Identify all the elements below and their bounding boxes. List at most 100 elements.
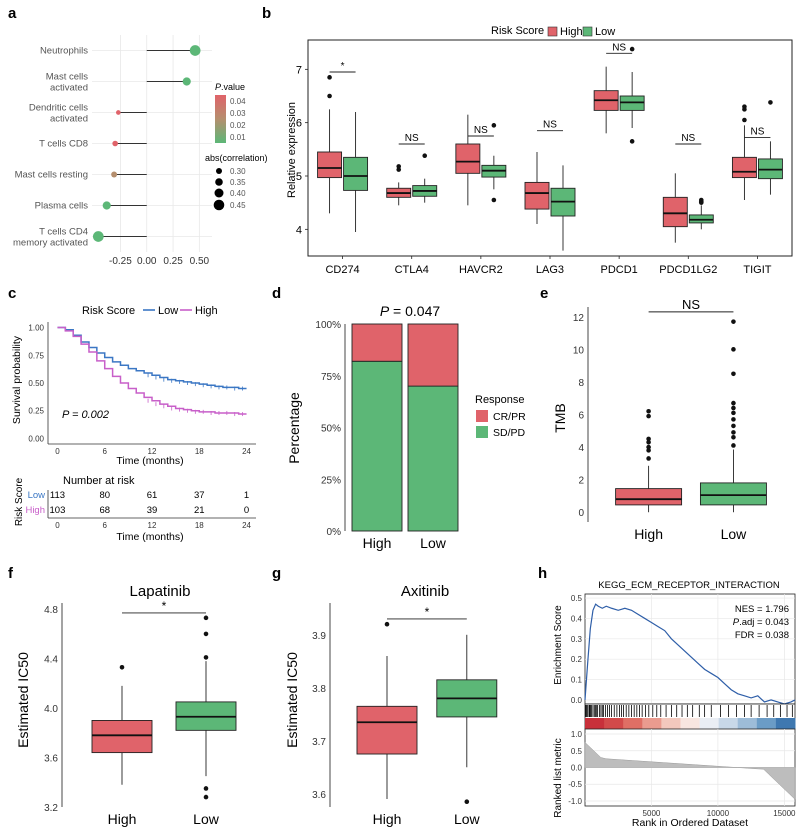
risk-table-cell: 39 <box>147 505 158 516</box>
legend-c: Risk Score Low High <box>82 305 218 317</box>
legend-b-swatch-high <box>547 26 558 37</box>
c-pvalue-annotation: P = 0.002 <box>62 409 109 421</box>
panel-e: e TMB 0 2 4 6 8 10 12 High Low NS <box>540 285 767 542</box>
panel-a: a Neutrophils Mast cells activated Dendriti… <box>8 5 268 267</box>
e-box-low <box>699 482 767 506</box>
f-y-tick: 4.4 <box>44 655 58 666</box>
b-box-high-outlier <box>327 93 332 99</box>
a-lollipop-dot <box>92 231 104 242</box>
e-box-low-outlier <box>731 443 736 448</box>
legend-c-title: Risk Score <box>82 305 135 317</box>
b-ylabel: Relative expression <box>286 102 298 198</box>
h-rank-y-tick: 0.5 <box>571 747 583 756</box>
a-x-tick: -0.25 <box>109 256 132 267</box>
c-x-tick: 18 <box>195 447 204 456</box>
h-x-tick: 10000 <box>707 809 730 818</box>
a-category-label: Mast cells activated <box>46 72 88 94</box>
h-es-y-tick: 0.2 <box>571 655 583 664</box>
h-es-y-tick: 0.0 <box>571 696 583 705</box>
legend-d-entry: SD/PD <box>493 427 526 439</box>
significance-label: NS <box>682 297 700 312</box>
significance-label: NS <box>750 127 764 138</box>
b-box-low-outlier <box>629 139 635 144</box>
legend-pvalue-label: 0.04 <box>230 97 246 106</box>
significance-label: * <box>425 605 430 619</box>
c-y-tick: 0.00 <box>28 434 44 443</box>
risk-table-xlabel: Time (months) <box>116 531 183 543</box>
b-box-high <box>524 181 550 210</box>
d-ylabel: Percentage <box>286 392 302 464</box>
gsea-plot: 0.5 0.4 0.3 0.2 0.1 0.0 1.0 0.5 0.0 -0.5 -1.0 5000 1… <box>568 593 796 818</box>
b-box-high-outlier <box>396 167 402 172</box>
b-y-tick: 6 <box>296 118 302 130</box>
significance-label: * <box>341 61 345 72</box>
risk-table-cell: 0 <box>244 505 249 516</box>
b-y-tick: 4 <box>296 224 302 236</box>
h-rank-metric-area <box>584 741 796 800</box>
risk-table-cell: 1 <box>244 490 249 501</box>
panel-h: h KEGG_ECM_RECEPTOR_INTERACTION Enrichme… <box>538 565 796 829</box>
h-rank-color-band <box>756 718 777 729</box>
risk-row-label-high: High <box>25 505 45 516</box>
b-box-high-outlier <box>742 117 747 123</box>
g-y-tick: 3.7 <box>312 737 326 748</box>
h-rank-color-band <box>623 718 643 729</box>
gsea-padj: P.adj = 0.043 <box>733 617 789 628</box>
b-x-tick: LAG3 <box>536 264 564 276</box>
d-x-tick: Low <box>420 535 447 551</box>
h-rank-y-tick: 1.0 <box>571 730 583 739</box>
a-lollipop-dot <box>102 201 111 210</box>
h-rank-color-band <box>585 718 605 729</box>
e-box-low-outlier <box>731 405 736 411</box>
risk-table-cell: 80 <box>99 490 110 501</box>
f-box-low-outlier <box>203 615 209 621</box>
e-x-tick: High <box>634 526 663 542</box>
legend-d-swatch-crpr <box>476 410 488 422</box>
b-x-tick: CTLA4 <box>395 264 429 276</box>
h-es-y-tick: 0.5 <box>571 594 583 603</box>
risk-row-label-low: Low <box>28 490 46 501</box>
f-y-tick: 4.8 <box>44 605 58 616</box>
e-y-tick: 0 <box>578 508 584 519</box>
b-box-low-outlier <box>768 100 773 105</box>
risk-table-cell: 37 <box>194 490 205 501</box>
risk-table-x-tick: 12 <box>148 521 157 530</box>
e-y-tick: 12 <box>573 313 585 324</box>
stacked-bar-plot: 100% 75% 50% 25% 0% High Low <box>315 320 459 551</box>
e-box-high-outlier <box>646 444 651 450</box>
b-box-low-outlier <box>698 200 704 205</box>
h-es-y-tick: 0.3 <box>571 635 583 644</box>
c-x-tick: 6 <box>103 447 108 456</box>
b-x-tick: TIGIT <box>743 264 771 276</box>
g-y-tick: 3.6 <box>312 790 326 801</box>
e-box-low-outlier <box>731 319 736 324</box>
panel-g: g Axitinib Estimated IC50 3.9 3.8 3.7 3.6 Hi… <box>272 565 498 827</box>
f-box-high-outlier <box>119 664 125 670</box>
g-y-tick: 3.9 <box>312 631 326 642</box>
c-y-tick: 0.75 <box>28 351 44 360</box>
e-box-high-outlier <box>646 448 651 453</box>
b-x-tick: PDCD1 <box>600 264 637 276</box>
legend-d: Response CR/PR SD/PD <box>475 394 526 439</box>
risk-table-cell: 68 <box>99 505 110 516</box>
h-rank-color-band <box>661 718 681 729</box>
c-x-tick: 12 <box>148 447 157 456</box>
km-plot: 1.00 0.75 0.50 0.25 0.00 0 6 12 18 24 <box>28 322 256 456</box>
panel-label-e: e <box>540 285 548 302</box>
a-lollipop-dot <box>111 171 118 178</box>
d-bar-sdpd <box>407 385 459 532</box>
risk-table-ylabel: Risk Score <box>14 477 25 526</box>
significance-label: NS <box>474 125 488 136</box>
b-y-tick: 5 <box>296 171 302 183</box>
e-y-tick: 10 <box>573 345 585 356</box>
e-ylabel: TMB <box>552 403 568 433</box>
h-rank-color-band <box>718 718 739 729</box>
b-box-high <box>455 143 481 174</box>
e-box-low-outlier <box>731 423 736 429</box>
d-title: P = 0.047 <box>380 303 441 319</box>
g-x-tick: Low <box>454 811 481 827</box>
h-rank-color-band <box>775 718 796 729</box>
b-x-tick: HAVCR2 <box>459 264 503 276</box>
panel-label-a: a <box>8 5 17 22</box>
